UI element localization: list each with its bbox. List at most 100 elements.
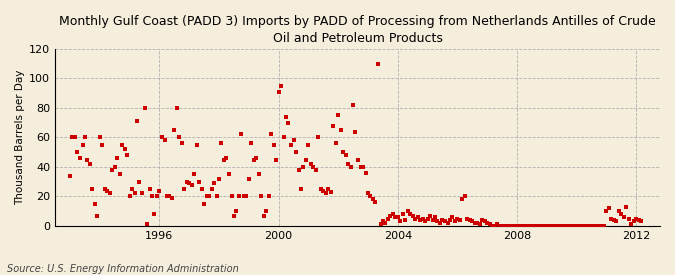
Point bbox=[229, 213, 240, 218]
Point bbox=[350, 129, 361, 134]
Point bbox=[67, 135, 78, 140]
Point bbox=[544, 224, 555, 228]
Point bbox=[84, 162, 95, 166]
Point bbox=[414, 218, 425, 222]
Point bbox=[422, 216, 433, 221]
Point bbox=[238, 194, 249, 199]
Point bbox=[310, 168, 321, 172]
Point bbox=[519, 224, 530, 228]
Point bbox=[99, 187, 110, 191]
Point bbox=[353, 157, 364, 162]
Point bbox=[89, 202, 100, 206]
Point bbox=[271, 157, 281, 162]
Point bbox=[475, 222, 485, 227]
Point bbox=[325, 190, 336, 194]
Point bbox=[516, 224, 527, 228]
Point bbox=[362, 191, 373, 196]
Point bbox=[189, 172, 200, 177]
Point bbox=[487, 224, 497, 228]
Point bbox=[234, 194, 244, 199]
Point bbox=[450, 219, 460, 224]
Point bbox=[82, 157, 92, 162]
Point bbox=[521, 224, 532, 228]
Point bbox=[479, 219, 490, 224]
Point bbox=[578, 224, 589, 228]
Point bbox=[191, 143, 202, 147]
Point bbox=[204, 194, 215, 199]
Point bbox=[402, 209, 413, 213]
Point bbox=[581, 224, 592, 228]
Point bbox=[469, 221, 480, 225]
Point bbox=[303, 143, 314, 147]
Point bbox=[417, 216, 428, 221]
Point bbox=[636, 219, 647, 224]
Point bbox=[236, 132, 247, 137]
Point bbox=[494, 224, 505, 228]
Point bbox=[576, 224, 587, 228]
Point bbox=[549, 224, 560, 228]
Point bbox=[596, 224, 607, 228]
Point bbox=[566, 224, 577, 228]
Point bbox=[603, 206, 614, 210]
Point bbox=[196, 187, 207, 191]
Point bbox=[132, 119, 142, 123]
Point bbox=[537, 224, 547, 228]
Point bbox=[92, 213, 103, 218]
Point bbox=[107, 168, 117, 172]
Point bbox=[571, 224, 582, 228]
Point bbox=[286, 143, 296, 147]
Point bbox=[164, 194, 175, 199]
Point bbox=[370, 200, 381, 205]
Point bbox=[447, 215, 458, 219]
Point bbox=[223, 172, 234, 177]
Point bbox=[74, 156, 85, 160]
Point bbox=[321, 191, 331, 196]
Point bbox=[584, 224, 595, 228]
Point bbox=[157, 135, 167, 140]
Point bbox=[591, 224, 602, 228]
Point bbox=[460, 194, 470, 199]
Point bbox=[340, 153, 351, 157]
Point bbox=[161, 194, 172, 199]
Point bbox=[278, 135, 289, 140]
Point bbox=[504, 224, 515, 228]
Point bbox=[611, 219, 622, 224]
Point bbox=[275, 84, 286, 88]
Point bbox=[564, 224, 574, 228]
Point bbox=[248, 157, 259, 162]
Point bbox=[206, 187, 217, 191]
Point bbox=[142, 222, 153, 227]
Point bbox=[209, 181, 219, 185]
Point bbox=[281, 115, 292, 119]
Point bbox=[489, 224, 500, 228]
Point bbox=[442, 221, 453, 225]
Point bbox=[194, 180, 205, 184]
Point bbox=[124, 194, 135, 199]
Point bbox=[293, 168, 304, 172]
Point bbox=[273, 89, 284, 94]
Point bbox=[589, 224, 599, 228]
Point bbox=[114, 172, 125, 177]
Point bbox=[586, 224, 597, 228]
Point bbox=[179, 187, 190, 191]
Point bbox=[491, 222, 502, 227]
Point bbox=[467, 219, 478, 224]
Point bbox=[323, 187, 333, 191]
Point bbox=[529, 224, 540, 228]
Point bbox=[606, 216, 617, 221]
Point bbox=[308, 165, 319, 169]
Point bbox=[184, 181, 194, 185]
Point bbox=[146, 194, 157, 199]
Point bbox=[621, 205, 632, 209]
Point bbox=[122, 153, 133, 157]
Point bbox=[562, 224, 572, 228]
Point bbox=[601, 209, 612, 213]
Point bbox=[346, 165, 356, 169]
Point bbox=[412, 215, 423, 219]
Point bbox=[477, 218, 487, 222]
Point bbox=[554, 224, 565, 228]
Point bbox=[348, 103, 358, 107]
Point bbox=[186, 182, 197, 187]
Point bbox=[623, 216, 634, 221]
Point bbox=[253, 172, 264, 177]
